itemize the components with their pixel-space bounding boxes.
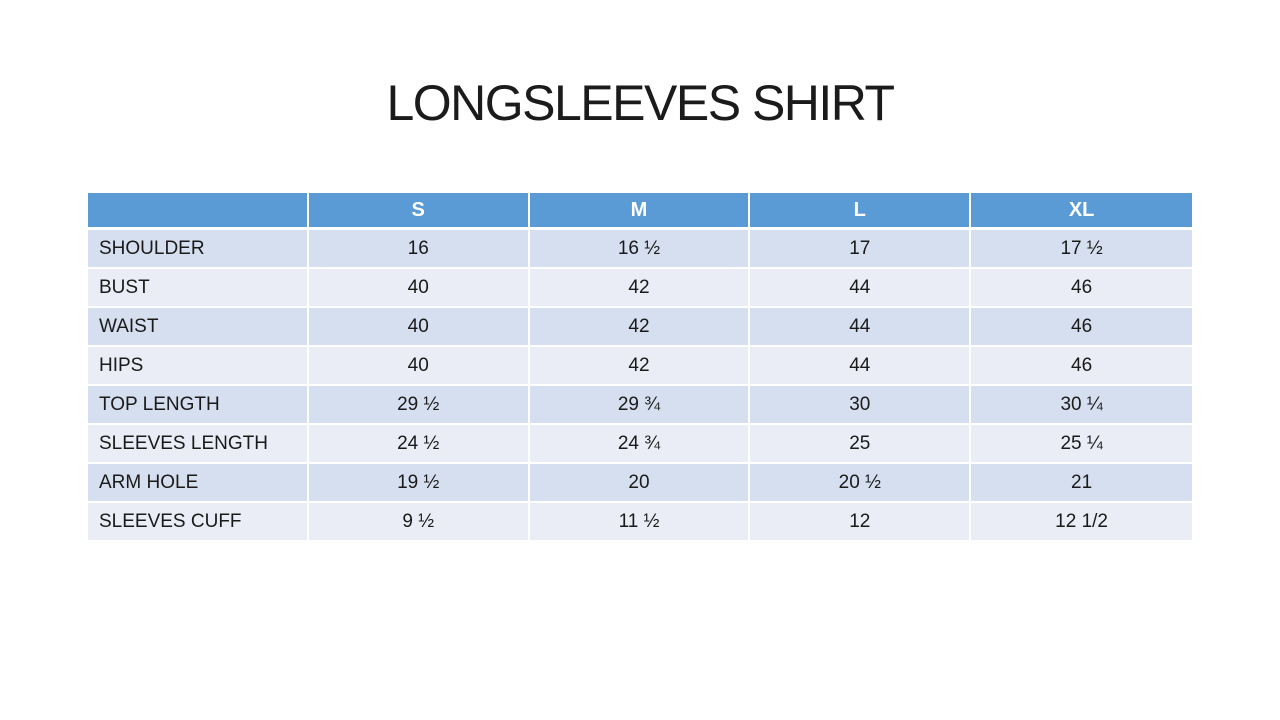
table-row: ARM HOLE 19 ½ 20 20 ½ 21 [88, 464, 1192, 503]
size-value-cell: 9 ½ [308, 503, 530, 542]
table-row: TOP LENGTH 29 ½ 29 ¾ 30 30 ¼ [88, 386, 1192, 425]
row-label: WAIST [88, 308, 309, 347]
size-value-cell: 17 [750, 230, 972, 269]
size-value-cell: 30 ¼ [971, 386, 1192, 425]
size-value-cell: 20 [529, 464, 751, 503]
size-value-cell: 42 [529, 269, 751, 308]
row-label: SLEEVES CUFF [88, 503, 309, 542]
size-value-cell: 11 ½ [529, 503, 751, 542]
size-value-cell: 46 [971, 269, 1192, 308]
size-chart-table: S M L XL SHOULDER 16 16 ½ 17 17 ½ BUST 40 42 44 4… [88, 193, 1192, 542]
size-value-cell: 24 ½ [308, 425, 530, 464]
size-value-cell: 44 [750, 269, 972, 308]
size-value-cell: 20 ½ [750, 464, 972, 503]
size-value-cell: 12 [750, 503, 972, 542]
table-row: BUST 40 42 44 46 [88, 269, 1192, 308]
size-value-cell: 24 ¾ [529, 425, 751, 464]
size-chart-container: S M L XL SHOULDER 16 16 ½ 17 17 ½ BUST 40 42 44 4… [88, 193, 1192, 542]
table-row: SLEEVES CUFF 9 ½ 11 ½ 12 12 1/2 [88, 503, 1192, 542]
row-label: BUST [88, 269, 309, 308]
table-header-row: S M L XL [88, 193, 1192, 230]
table-row: WAIST 40 42 44 46 [88, 308, 1192, 347]
page-title: LONGSLEEVES SHIRT [386, 75, 895, 131]
size-value-cell: 30 [750, 386, 972, 425]
size-value-cell: 17 ½ [971, 230, 1192, 269]
size-value-cell: 46 [971, 308, 1192, 347]
size-value-cell: 42 [529, 347, 751, 386]
table-row: SHOULDER 16 16 ½ 17 17 ½ [88, 230, 1192, 269]
size-value-cell: 44 [750, 347, 972, 386]
size-value-cell: 19 ½ [308, 464, 530, 503]
size-value-cell: 46 [971, 347, 1192, 386]
header-cell-size-s: S [308, 193, 530, 230]
row-label: TOP LENGTH [88, 386, 309, 425]
size-value-cell: 40 [308, 269, 530, 308]
size-value-cell: 40 [308, 347, 530, 386]
size-value-cell: 21 [971, 464, 1192, 503]
row-label: HIPS [88, 347, 309, 386]
header-cell-size-m: M [529, 193, 751, 230]
row-label: SHOULDER [88, 230, 309, 269]
size-value-cell: 16 ½ [529, 230, 751, 269]
size-value-cell: 40 [308, 308, 530, 347]
size-table-body: SHOULDER 16 16 ½ 17 17 ½ BUST 40 42 44 46 WAIST 40 4… [88, 230, 1192, 542]
size-value-cell: 25 [750, 425, 972, 464]
size-value-cell: 42 [529, 308, 751, 347]
header-cell-size-xl: XL [971, 193, 1192, 230]
size-value-cell: 12 1/2 [971, 503, 1192, 542]
size-value-cell: 25 ¼ [971, 425, 1192, 464]
size-value-cell: 44 [750, 308, 972, 347]
row-label: ARM HOLE [88, 464, 309, 503]
row-label: SLEEVES LENGTH [88, 425, 309, 464]
header-cell-measurement [88, 193, 309, 230]
size-value-cell: 29 ½ [308, 386, 530, 425]
header-cell-size-l: L [750, 193, 972, 230]
table-row: SLEEVES LENGTH 24 ½ 24 ¾ 25 25 ¼ [88, 425, 1192, 464]
size-value-cell: 16 [308, 230, 530, 269]
table-row: HIPS 40 42 44 46 [88, 347, 1192, 386]
size-value-cell: 29 ¾ [529, 386, 751, 425]
